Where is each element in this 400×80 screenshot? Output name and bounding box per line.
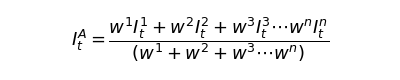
Text: $I_t^A = \dfrac{w^1I_t^1 + w^2I_t^2 + w^3I_t^3 \cdots w^n I_t^n}{(w^1 + w^2 + w^: $I_t^A = \dfrac{w^1I_t^1 + w^2I_t^2 + w^… (71, 16, 329, 64)
